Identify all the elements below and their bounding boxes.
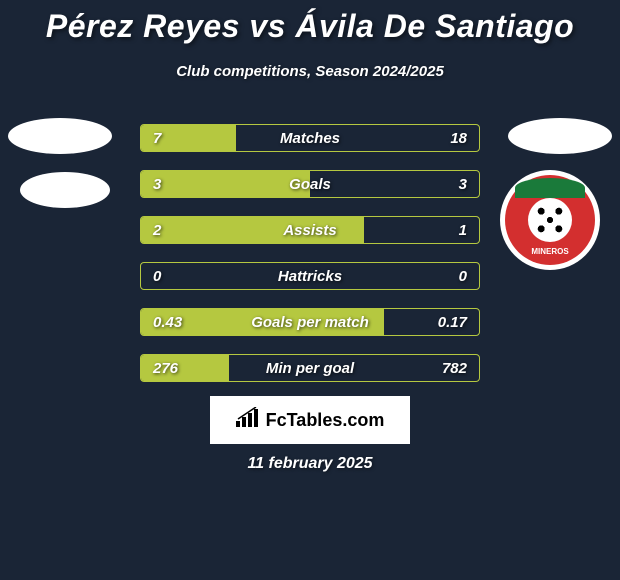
- right-player-avatars: [508, 118, 612, 172]
- bar-left-fill: [141, 171, 310, 197]
- bar-right-fill: [236, 125, 479, 151]
- bar-right-fill: [384, 309, 479, 335]
- bar-left-fill: [141, 355, 229, 381]
- club-badge: MINEROS: [500, 170, 600, 270]
- subtitle: Club competitions, Season 2024/2025: [0, 63, 620, 80]
- bar-left-fill: [141, 125, 236, 151]
- avatar-placeholder: [508, 118, 612, 154]
- left-player-avatars: [8, 118, 112, 226]
- stat-bar: 33Goals: [140, 170, 480, 198]
- fctables-logo-box: FcTables.com: [210, 396, 410, 444]
- date-text: 11 february 2025: [0, 455, 620, 473]
- badge-text: MINEROS: [531, 247, 568, 256]
- bar-right-fill: [364, 217, 479, 243]
- chart-icon: [236, 407, 260, 433]
- stat-bar: 718Matches: [140, 124, 480, 152]
- stat-bar: 00Hattricks: [140, 262, 480, 290]
- bar-left-fill: [141, 217, 364, 243]
- page-title: Pérez Reyes vs Ávila De Santiago: [0, 0, 620, 45]
- bar-left-fill: [141, 309, 384, 335]
- bar-right-fill: [229, 355, 479, 381]
- avatar-placeholder: [20, 172, 110, 208]
- fctables-label: FcTables.com: [266, 410, 385, 431]
- stat-bar: 0.430.17Goals per match: [140, 308, 480, 336]
- avatar-placeholder: [8, 118, 112, 154]
- bar-right-fill: [310, 171, 479, 197]
- stat-bar: 276782Min per goal: [140, 354, 480, 382]
- stats-bars: 718Matches 33Goals 21Assists 00Hattricks 0.4…: [140, 124, 480, 400]
- stat-bar: 21Assists: [140, 216, 480, 244]
- bar-right-fill: [141, 263, 479, 289]
